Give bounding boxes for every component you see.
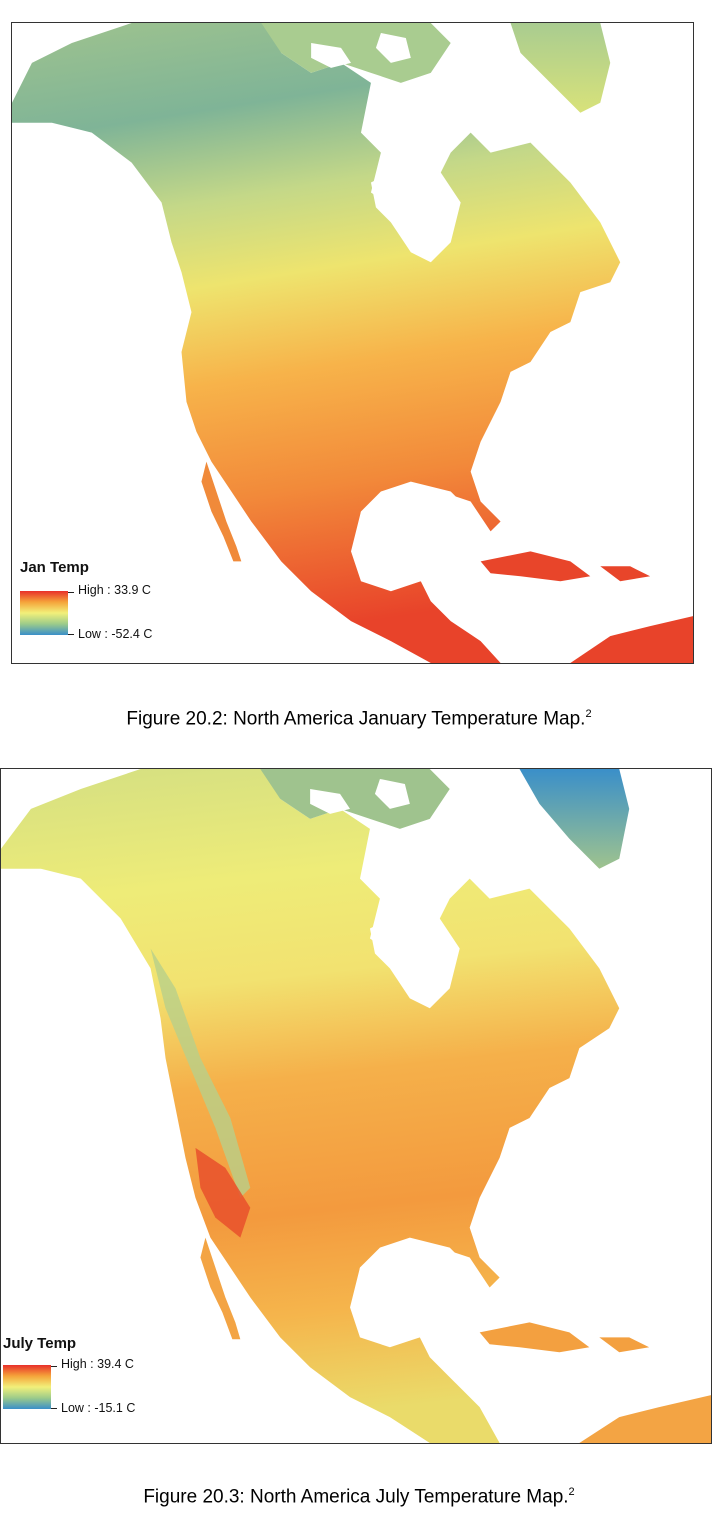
greenland xyxy=(519,769,630,869)
legend-low-label: Low : -52.4 C xyxy=(78,627,153,641)
january-temperature-map: Jan Temp High : 33.9 C Low : -52.4 C xyxy=(11,22,694,664)
south-america xyxy=(570,616,693,663)
legend-tick-high xyxy=(68,592,74,593)
gulf-of-mexico xyxy=(355,1247,490,1343)
greenland xyxy=(510,23,611,113)
cuba xyxy=(480,551,591,582)
south-america xyxy=(579,1395,711,1443)
july-map-graphic xyxy=(1,769,711,1443)
caption-text: Figure 20.2: North America January Tempe… xyxy=(126,708,586,730)
legend-high-label: High : 39.4 C xyxy=(61,1357,134,1371)
legend-tick-low xyxy=(51,1408,57,1409)
january-legend: Jan Temp High : 33.9 C Low : -52.4 C xyxy=(20,559,190,649)
legend-low-label: Low : -15.1 C xyxy=(61,1401,136,1415)
figure-caption-july: Figure 20.3: North America July Temperat… xyxy=(0,1486,718,1508)
legend-tick-low xyxy=(68,634,74,635)
legend-title: July Temp xyxy=(3,1335,77,1352)
baja-california xyxy=(201,461,242,562)
july-legend: July Temp High : 39.4 C Low : -15.1 C xyxy=(3,1335,173,1425)
rocky-mountains xyxy=(150,948,251,1198)
gulf-of-mexico xyxy=(355,491,491,587)
hudson-bay xyxy=(370,162,461,263)
footnote-marker: 2 xyxy=(585,708,592,720)
legend-high-label: High : 33.9 C xyxy=(78,583,151,597)
caption-text: Figure 20.3: North America July Temperat… xyxy=(143,1486,569,1508)
legend-tick-high xyxy=(51,1366,57,1367)
hudson-bay xyxy=(369,908,460,1009)
figure-caption-january: Figure 20.2: North America January Tempe… xyxy=(0,708,718,730)
north-america-landmass xyxy=(1,769,620,1443)
cuba xyxy=(479,1322,590,1353)
legend-title: Jan Temp xyxy=(20,559,89,576)
baja-california xyxy=(200,1237,241,1340)
footnote-marker: 2 xyxy=(568,1486,575,1498)
legend-color-ramp xyxy=(3,1365,51,1409)
july-temperature-map: July Temp High : 39.4 C Low : -15.1 C xyxy=(0,768,712,1444)
desert-southwest xyxy=(195,1147,251,1238)
legend-color-ramp xyxy=(20,591,68,635)
january-map-graphic xyxy=(12,23,693,663)
